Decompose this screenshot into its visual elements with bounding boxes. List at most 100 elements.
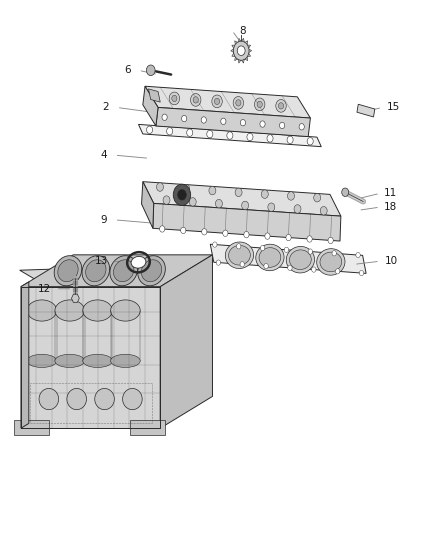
Circle shape — [240, 262, 244, 267]
Circle shape — [223, 230, 228, 237]
Polygon shape — [235, 41, 238, 45]
Circle shape — [299, 124, 304, 130]
Polygon shape — [244, 41, 248, 45]
Circle shape — [146, 65, 155, 76]
Ellipse shape — [256, 244, 284, 271]
Circle shape — [178, 190, 186, 200]
Circle shape — [173, 184, 191, 205]
Circle shape — [207, 131, 213, 138]
Ellipse shape — [317, 249, 345, 275]
Circle shape — [213, 242, 217, 247]
Circle shape — [307, 236, 312, 242]
Circle shape — [163, 196, 170, 204]
Ellipse shape — [54, 256, 82, 286]
Ellipse shape — [111, 354, 140, 368]
Ellipse shape — [320, 252, 342, 272]
Polygon shape — [210, 244, 366, 273]
Ellipse shape — [95, 389, 114, 410]
Circle shape — [202, 229, 207, 235]
Polygon shape — [238, 59, 241, 63]
Circle shape — [189, 198, 196, 206]
Circle shape — [233, 96, 244, 109]
Circle shape — [169, 92, 180, 105]
Circle shape — [294, 205, 301, 213]
Circle shape — [172, 95, 177, 102]
Circle shape — [247, 133, 253, 141]
Circle shape — [193, 96, 198, 103]
Text: 8: 8 — [240, 26, 246, 36]
Text: 11: 11 — [384, 188, 398, 198]
Circle shape — [260, 121, 265, 127]
Circle shape — [359, 270, 364, 276]
Polygon shape — [231, 49, 234, 53]
Polygon shape — [141, 182, 154, 228]
Circle shape — [286, 235, 291, 241]
Polygon shape — [143, 86, 158, 126]
Circle shape — [212, 95, 222, 108]
Ellipse shape — [27, 354, 57, 368]
Circle shape — [265, 233, 270, 239]
Circle shape — [166, 127, 173, 135]
Text: 9: 9 — [100, 215, 107, 225]
Ellipse shape — [27, 300, 57, 321]
Circle shape — [187, 129, 193, 136]
Ellipse shape — [55, 354, 85, 368]
Ellipse shape — [113, 260, 134, 282]
Circle shape — [261, 190, 268, 198]
Circle shape — [268, 203, 275, 212]
Polygon shape — [232, 53, 235, 56]
Ellipse shape — [55, 300, 85, 321]
Polygon shape — [145, 86, 311, 118]
Circle shape — [342, 188, 349, 197]
Polygon shape — [156, 108, 311, 136]
Ellipse shape — [110, 256, 138, 286]
Ellipse shape — [83, 354, 113, 368]
Ellipse shape — [86, 260, 106, 282]
Circle shape — [264, 263, 268, 269]
Polygon shape — [71, 294, 79, 302]
Circle shape — [237, 244, 241, 249]
Circle shape — [332, 251, 336, 256]
Circle shape — [284, 247, 289, 253]
Circle shape — [235, 188, 242, 197]
Circle shape — [279, 122, 285, 128]
Circle shape — [183, 184, 190, 193]
Polygon shape — [130, 420, 165, 435]
Circle shape — [257, 101, 262, 108]
Circle shape — [237, 46, 245, 55]
Polygon shape — [21, 282, 29, 428]
Text: 12: 12 — [38, 284, 52, 294]
Polygon shape — [143, 182, 341, 216]
Circle shape — [236, 100, 241, 106]
Circle shape — [287, 192, 294, 200]
Polygon shape — [14, 420, 49, 435]
Circle shape — [336, 269, 340, 274]
Text: 15: 15 — [386, 102, 400, 112]
Polygon shape — [357, 104, 375, 117]
Circle shape — [201, 117, 206, 123]
Circle shape — [159, 226, 165, 232]
Ellipse shape — [138, 256, 166, 286]
Polygon shape — [160, 255, 212, 428]
Circle shape — [233, 41, 249, 60]
Polygon shape — [232, 45, 235, 49]
Ellipse shape — [290, 250, 311, 270]
Circle shape — [356, 253, 360, 257]
Circle shape — [287, 136, 293, 143]
Circle shape — [147, 126, 152, 134]
Circle shape — [267, 135, 273, 142]
Ellipse shape — [111, 300, 140, 321]
Circle shape — [215, 199, 223, 208]
Polygon shape — [247, 53, 251, 56]
Polygon shape — [248, 49, 252, 53]
Circle shape — [221, 118, 226, 125]
Circle shape — [311, 267, 316, 272]
Polygon shape — [138, 124, 321, 147]
Circle shape — [240, 119, 246, 126]
Text: 2: 2 — [102, 102, 109, 112]
Ellipse shape — [39, 389, 59, 410]
Polygon shape — [238, 38, 241, 43]
Circle shape — [328, 237, 333, 244]
Circle shape — [162, 114, 167, 120]
Ellipse shape — [131, 256, 146, 268]
